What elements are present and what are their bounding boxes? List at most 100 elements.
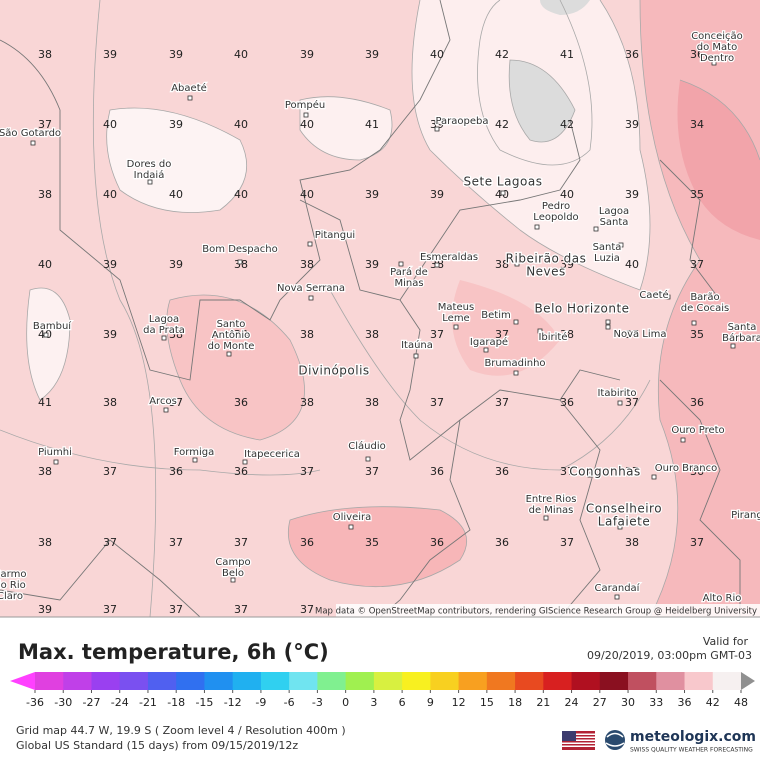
grid-value: 39	[365, 258, 379, 271]
city-label: Brumadinho	[484, 358, 545, 369]
grid-value: 36	[495, 465, 509, 478]
scale-segment	[261, 672, 290, 690]
grid-value: 36	[169, 465, 183, 478]
grid-value: 38	[365, 328, 379, 341]
city-marker	[366, 457, 370, 461]
city-label: Santa	[593, 242, 622, 253]
city-marker	[606, 320, 610, 324]
city-marker	[435, 127, 439, 131]
city-label: Antônio	[212, 329, 250, 341]
city-label: Lagoa	[599, 206, 629, 217]
grid-value: 39	[38, 603, 52, 616]
grid-value: 41	[38, 396, 52, 409]
city-marker	[652, 475, 656, 479]
grid-value: 39	[365, 188, 379, 201]
city-marker	[594, 227, 598, 231]
grid-value: 38	[38, 48, 52, 61]
city-label: Oliveira	[333, 512, 372, 523]
city-marker	[606, 325, 610, 329]
city-label: Arcos	[149, 396, 177, 407]
scale-segment	[656, 672, 685, 690]
city-marker	[44, 333, 48, 337]
city-label: Itaúna	[401, 339, 433, 351]
city-label: Entre Rios	[526, 494, 577, 505]
scale-segment	[35, 672, 64, 690]
grid-value: 38	[625, 536, 639, 549]
grid-value: 39	[625, 188, 639, 201]
scale-tick-label: 18	[508, 696, 522, 709]
city-label: do Monte	[208, 341, 255, 352]
city-label: Bom Despacho	[202, 244, 277, 255]
grid-value: 36	[234, 396, 248, 409]
grid-value: 37	[234, 536, 248, 549]
city-label: Belo	[222, 568, 244, 579]
grid-value: 34	[690, 118, 704, 131]
grid-value: 37	[365, 465, 379, 478]
grid-value: 36	[430, 465, 444, 478]
city-marker	[238, 260, 242, 264]
grid-value: 40	[300, 188, 314, 201]
city-label: de Cocais	[681, 303, 729, 314]
city-label: Belo Horizonte	[534, 302, 629, 316]
city-label: Ibirité	[538, 331, 567, 343]
city-label: Bambuí	[33, 320, 72, 332]
city-label: do Mato	[697, 42, 737, 53]
scale-tick-label: -3	[312, 696, 323, 709]
city-label: Abaeté	[171, 82, 207, 94]
grid-value: 40	[103, 118, 117, 131]
city-marker	[193, 458, 197, 462]
city-label: Divinópolis	[298, 364, 369, 378]
scale-segment	[430, 672, 459, 690]
map-attribution: Map data © OpenStreetMap contributors, r…	[315, 607, 757, 617]
city-label: Lagoa	[149, 314, 179, 325]
city-label: Neves	[526, 265, 566, 279]
grid-value: 37	[430, 396, 444, 409]
grid-value: 42	[560, 118, 574, 131]
grid-value: 37	[234, 603, 248, 616]
grid-value: 41	[560, 48, 574, 61]
city-label: Ribeirão das	[506, 252, 587, 266]
scale-segment	[204, 672, 233, 690]
grid-value: 37	[103, 603, 117, 616]
grid-value: 36	[690, 396, 704, 409]
city-label: Carmo	[0, 569, 26, 580]
grid-value: 40	[38, 258, 52, 271]
scale-tick-label: 6	[399, 696, 406, 709]
city-marker	[414, 354, 418, 358]
grid-value: 41	[365, 118, 379, 131]
city-label: Barão	[690, 292, 719, 303]
scale-segment	[713, 672, 742, 690]
scale-tick-label: 30	[621, 696, 635, 709]
grid-value: 39	[103, 48, 117, 61]
grid-value: 40	[234, 118, 248, 131]
city-label: Cláudio	[348, 440, 385, 452]
grid-value: 39	[169, 48, 183, 61]
scale-tick-label: 36	[678, 696, 692, 709]
city-label: Nova Lima	[613, 329, 666, 340]
scale-segment	[487, 672, 516, 690]
city-marker	[514, 320, 518, 324]
city-label: Minas	[394, 278, 423, 289]
scale-tick-label: 27	[593, 696, 607, 709]
city-label: Congonhas	[569, 465, 641, 479]
scale-segment	[515, 672, 544, 690]
grid-value: 39	[169, 118, 183, 131]
city-label: Mateus	[438, 302, 474, 313]
grid-value: 39	[300, 48, 314, 61]
scale-segment	[233, 672, 262, 690]
city-label: Piranga	[731, 510, 760, 521]
scale-tick-label: 0	[342, 696, 349, 709]
city-label: Nova Serrana	[277, 283, 345, 294]
grid-value: 40	[234, 48, 248, 61]
grid-value: 40	[560, 188, 574, 201]
city-label: de Minas	[529, 505, 574, 516]
scale-segment	[402, 672, 431, 690]
city-marker	[162, 336, 166, 340]
grid-value: 42	[495, 118, 509, 131]
scale-segment	[148, 672, 177, 690]
city-label: Pedro	[542, 201, 570, 212]
city-label: Ouro Branco	[655, 463, 717, 474]
valid-time: 09/20/2019, 03:00pm GMT-03	[587, 649, 752, 662]
